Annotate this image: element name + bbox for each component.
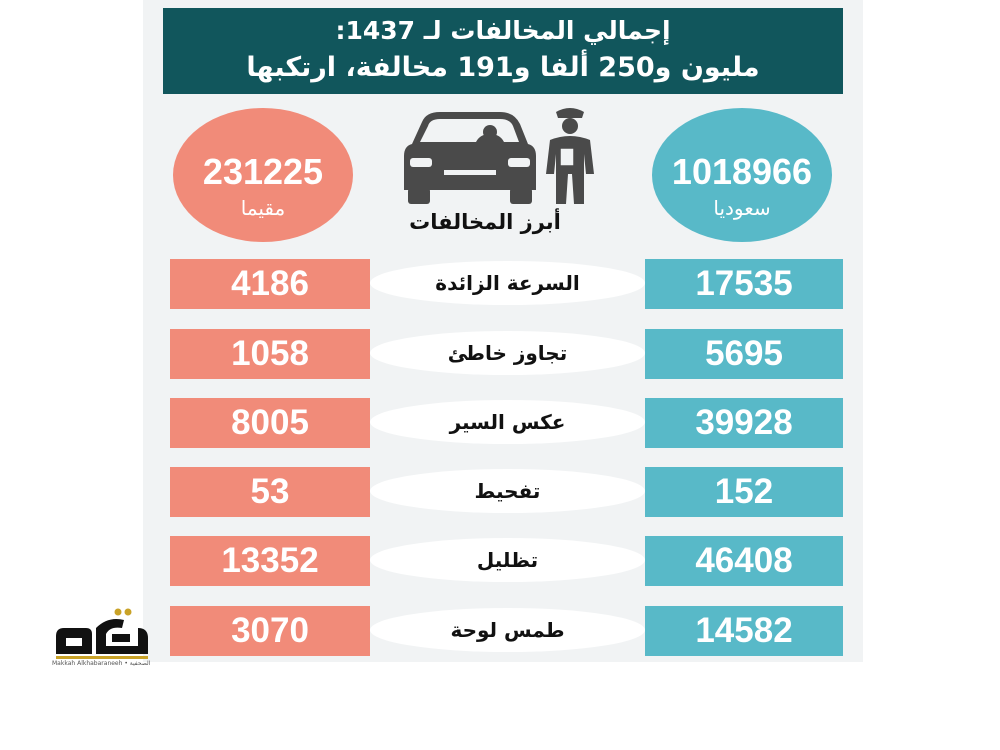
car-icon [404, 112, 536, 204]
saudis-count-box: 17535 [645, 259, 843, 309]
residents-count: 13352 [221, 541, 319, 580]
violation-type-label: تظليل [370, 538, 645, 582]
residents-count: 8005 [231, 403, 309, 442]
saudis-label: سعوديا [713, 196, 771, 220]
saudis-count: 46408 [695, 541, 793, 580]
saudis-count-box: 152 [645, 467, 843, 517]
residents-count: 53 [250, 472, 290, 511]
residents-total-circle: 231225 مقيما [173, 108, 353, 242]
saudis-count: 152 [714, 472, 774, 511]
residents-count: 1058 [231, 334, 309, 373]
residents-count-box: 4186 [170, 259, 370, 309]
saudis-total-circle: 1018966 سعوديا [652, 108, 832, 242]
saudis-count-box: 46408 [645, 536, 843, 586]
residents-total-value: 231225 [202, 151, 324, 192]
violation-row: 1058 تجاوز خاطئ 5695 [163, 329, 843, 379]
header-line-1: إجمالي المخالفات لـ 1437: [335, 16, 671, 45]
saudis-count: 39928 [695, 403, 793, 442]
saudis-count-box: 5695 [645, 329, 843, 379]
residents-count-box: 8005 [170, 398, 370, 448]
logo-subtitle: Makkah Alkhabaraneeh • مكة الصحفية [52, 660, 152, 667]
violation-type-label: تفحيط [370, 469, 645, 513]
car-and-officer-illustration [404, 108, 594, 204]
residents-count: 4186 [231, 264, 309, 303]
violation-row: 4186 السرعة الزائدة 17535 [163, 259, 843, 309]
residents-label: مقيما [240, 196, 286, 220]
saudis-count: 5695 [705, 334, 783, 373]
header-line-2: مليون و250 ألفا و191 مخالفة، ارتكبها [246, 52, 760, 83]
residents-count-box: 1058 [170, 329, 370, 379]
violation-type-label: السرعة الزائدة [370, 261, 645, 305]
residents-count-box: 13352 [170, 536, 370, 586]
top-violations-label: أبرز المخالفات [409, 210, 561, 234]
saudis-count-box: 14582 [645, 606, 843, 656]
violation-row: 8005 عكس السير 39928 [163, 398, 843, 448]
saudis-count-box: 39928 [645, 398, 843, 448]
traffic-officer-icon [546, 108, 594, 204]
saudis-count: 14582 [695, 611, 793, 650]
violation-row: 53 تفحيط 152 [163, 467, 843, 517]
makkah-logo [56, 608, 148, 659]
residents-count: 3070 [231, 611, 309, 650]
saudis-count: 17535 [695, 264, 793, 303]
residents-count-box: 3070 [170, 606, 370, 656]
violation-type-label: تجاوز خاطئ [370, 331, 645, 375]
violation-row: 3070 طمس لوحة 14582 [163, 606, 843, 656]
violation-row: 13352 تظليل 46408 [163, 536, 843, 586]
residents-count-box: 53 [170, 467, 370, 517]
violation-type-label: عكس السير [370, 400, 645, 444]
saudis-total-value: 1018966 [671, 151, 813, 192]
infographic-header: إجمالي المخالفات لـ 1437: مليون و250 ألف… [163, 8, 843, 94]
violation-type-label: طمس لوحة [370, 608, 645, 652]
